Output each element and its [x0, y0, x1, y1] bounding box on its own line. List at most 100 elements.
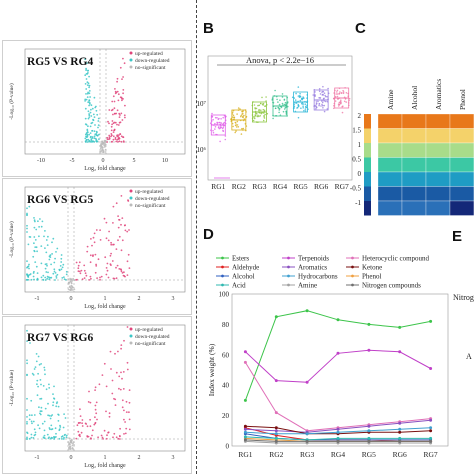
series-point-heterocyclic-compound	[305, 429, 309, 433]
jitter-point	[234, 121, 237, 124]
up-point	[105, 437, 108, 440]
jitter-point	[306, 101, 308, 104]
jitter-point	[306, 100, 309, 102]
down-point	[33, 226, 36, 229]
up-point	[123, 339, 125, 342]
jitter-point	[287, 101, 289, 103]
jitter-point	[348, 97, 351, 100]
down-point	[88, 90, 91, 92]
down-point	[43, 437, 45, 439]
down-point	[26, 273, 28, 276]
up-point	[112, 135, 115, 138]
down-point	[41, 422, 44, 425]
series-point-nitrogen-compounds	[367, 439, 371, 443]
jitter-point	[211, 115, 214, 118]
down-point	[56, 401, 59, 403]
jitter-point	[265, 100, 267, 102]
jitter-point	[319, 97, 321, 99]
jitter-point	[297, 100, 299, 103]
down-point	[28, 418, 31, 421]
up-point	[118, 140, 121, 143]
up-point	[84, 272, 87, 275]
down-point	[88, 92, 91, 95]
jitter-point	[222, 123, 224, 126]
series-point-nitrogen-compounds	[429, 439, 433, 443]
x-tick-label: 1	[104, 455, 107, 461]
down-point	[59, 424, 61, 427]
jitter-point	[339, 102, 342, 105]
legend-label-ketone: Ketone	[362, 264, 382, 272]
jitter-point	[243, 114, 245, 117]
up-point	[99, 278, 101, 281]
x-tick-label: RG3	[252, 182, 266, 191]
up-point	[107, 276, 110, 279]
jitter-point	[336, 89, 339, 92]
jitter-point	[274, 107, 277, 110]
jitter-point	[219, 123, 221, 126]
ns-point	[104, 151, 107, 153]
down-point	[62, 426, 65, 429]
up-point	[109, 350, 112, 353]
jitter-point	[325, 95, 327, 98]
legend-down-marker	[129, 58, 133, 62]
jitter-point	[314, 91, 316, 93]
up-point	[110, 243, 113, 246]
jitter-point	[244, 109, 247, 111]
down-point	[94, 137, 97, 140]
heatmap-cell	[425, 157, 451, 173]
series-point-terpenoids	[398, 350, 402, 354]
jitter-point	[264, 113, 266, 116]
up-point	[108, 109, 111, 111]
jitter-point	[254, 107, 257, 110]
box-rect	[334, 87, 350, 109]
down-point	[61, 438, 63, 440]
ns-point	[100, 143, 102, 146]
jitter-point	[286, 96, 289, 99]
jitter-point	[261, 112, 263, 114]
series-point-ketone	[398, 430, 402, 434]
up-point	[119, 268, 122, 270]
down-point	[98, 133, 100, 136]
box-rect	[252, 101, 267, 123]
up-point	[124, 432, 127, 435]
y-tick-label: 10⁷	[197, 100, 207, 108]
jitter-point	[224, 116, 227, 119]
up-point	[122, 92, 124, 95]
up-point	[117, 215, 119, 217]
jitter-point	[318, 88, 321, 90]
series-point-nitrogen-compounds	[305, 439, 309, 443]
down-point	[47, 402, 49, 405]
up-point	[112, 95, 115, 98]
series-point-esters	[336, 318, 340, 322]
x-tick-label: -1	[35, 455, 40, 461]
jitter-point	[294, 99, 297, 101]
jitter-point	[293, 97, 296, 99]
down-point	[87, 69, 89, 72]
up-point	[114, 398, 117, 401]
jitter-point	[333, 97, 335, 100]
jitter-point	[302, 107, 305, 109]
x-tick-label: RG4	[273, 182, 287, 191]
down-point	[95, 130, 98, 133]
y-tick-label: 60	[222, 351, 230, 359]
jitter-point	[293, 107, 295, 109]
down-point	[84, 83, 87, 85]
up-point	[115, 277, 118, 280]
down-point	[63, 276, 65, 278]
jitter-point	[251, 114, 254, 116]
ns-point	[102, 151, 104, 153]
down-point	[95, 109, 98, 112]
up-point	[115, 140, 118, 143]
up-point	[119, 121, 122, 124]
down-point	[48, 278, 51, 281]
up-point	[115, 371, 118, 374]
down-point	[40, 383, 42, 386]
jitter-point	[265, 96, 267, 98]
series-point-terpenoids	[429, 367, 433, 370]
up-point	[123, 62, 126, 65]
volcano-points	[84, 57, 126, 153]
up-point	[117, 239, 119, 242]
up-point	[121, 78, 123, 80]
series-point-alcohol	[367, 438, 371, 442]
down-point	[65, 273, 68, 276]
